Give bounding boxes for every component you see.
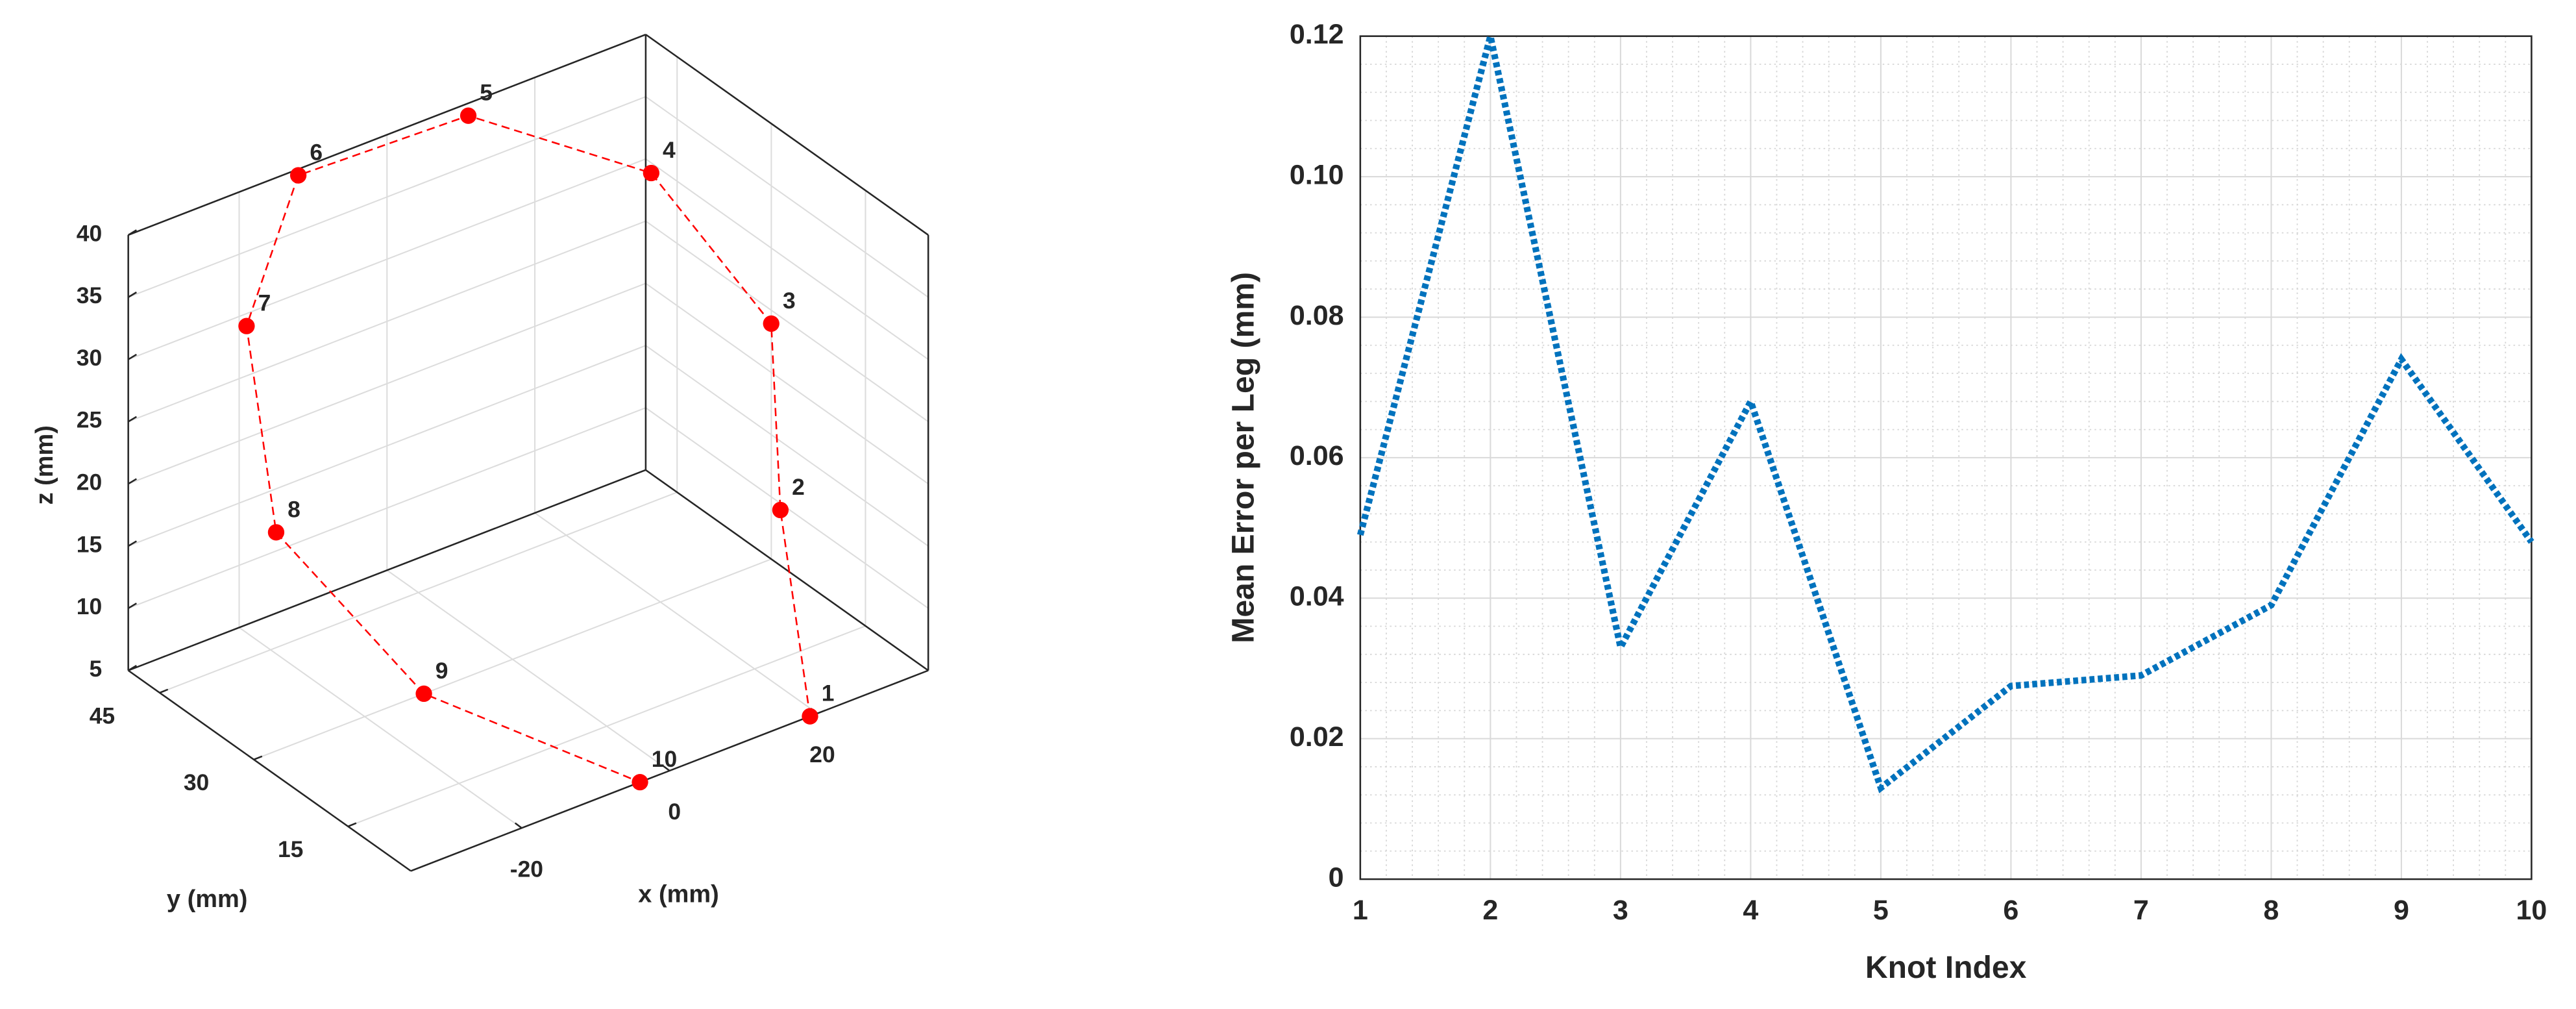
point-label: 5 <box>480 80 493 106</box>
x-tick-label: -20 <box>510 856 543 882</box>
y-tick-label: 0.08 <box>1290 300 1344 331</box>
data-point <box>238 318 255 334</box>
z-tick-label: 35 <box>77 282 102 308</box>
axis-box-edge <box>127 669 411 872</box>
x-axis-label: x (mm) <box>638 880 718 908</box>
x-tick-label: 2 <box>1482 895 1498 926</box>
y-axis-label: y (mm) <box>167 886 247 913</box>
grid-line <box>128 96 646 298</box>
z-axis-label: z (mm) <box>31 425 58 504</box>
data-point <box>632 774 648 791</box>
y-tick-label: 0.12 <box>1290 19 1344 50</box>
x-tick-label: 7 <box>2133 895 2149 926</box>
y-tick-label: 45 <box>90 703 115 729</box>
data-point <box>772 501 789 519</box>
point-label: 4 <box>663 137 676 163</box>
grid-line <box>128 220 646 423</box>
point-label: 10 <box>652 746 677 772</box>
x-tick-label: 20 <box>809 741 835 767</box>
data-point <box>763 315 779 332</box>
tick-mark <box>128 540 137 547</box>
point-label: 3 <box>783 288 796 314</box>
z-tick-label: 20 <box>77 469 102 495</box>
x-tick-label: 4 <box>1743 895 1758 926</box>
grid-line <box>645 345 929 547</box>
z-tick-label: 25 <box>77 407 102 433</box>
grid-line <box>128 158 646 360</box>
tick-mark <box>128 603 137 609</box>
grid-line <box>386 569 670 771</box>
tick-mark <box>128 292 137 298</box>
data-point <box>643 164 659 182</box>
grid-line <box>128 282 646 485</box>
data-point <box>460 107 477 124</box>
grid-line <box>347 625 866 827</box>
y-axis-label: Mean Error per Leg (mm) <box>1225 272 1260 643</box>
x-tick-label: 1 <box>1353 895 1368 926</box>
tick-mark <box>514 822 522 829</box>
y-tick-label: 15 <box>278 836 303 862</box>
grid-line <box>645 282 929 485</box>
data-line <box>245 114 811 783</box>
grid-line <box>645 220 929 423</box>
grid-line <box>128 345 646 547</box>
point-label: 1 <box>822 680 835 706</box>
y-tick-label: 0.02 <box>1290 721 1344 753</box>
z-tick-label: 40 <box>77 220 102 246</box>
data-point <box>415 685 432 703</box>
x-tick-label: 9 <box>2394 895 2409 926</box>
tick-mark <box>128 478 137 485</box>
tick-mark <box>347 822 357 827</box>
grid-line <box>238 627 522 829</box>
grid-line <box>645 158 929 360</box>
grid-line <box>645 96 929 298</box>
x-tick-label: 3 <box>1613 895 1628 926</box>
y-tick-label: 0.10 <box>1290 159 1344 190</box>
axis-box-edge <box>128 469 646 671</box>
grid-line <box>159 492 678 693</box>
tick-mark <box>662 765 670 772</box>
data-point <box>289 167 307 184</box>
axes-box <box>1359 35 2533 880</box>
point-label: 6 <box>310 140 323 166</box>
point-label: 7 <box>258 290 271 316</box>
axis-box-edge <box>645 469 929 671</box>
point-label: 8 <box>288 496 301 522</box>
tick-mark <box>128 664 137 671</box>
tick-mark <box>128 229 137 236</box>
x-axis-label: Knot Index <box>1865 950 2027 985</box>
x-tick-label: 8 <box>2263 895 2279 926</box>
y-tick-label: 0.04 <box>1290 581 1344 612</box>
x-tick-label: 10 <box>2516 895 2547 926</box>
y-tick-label: 0 <box>1329 862 1344 893</box>
grid-line <box>128 407 646 609</box>
tick-mark <box>128 416 137 423</box>
tick-mark <box>128 353 137 360</box>
z-tick-label: 15 <box>77 531 102 557</box>
point-label: 2 <box>792 474 805 500</box>
z-tick-label: 10 <box>77 593 102 619</box>
axis-box-edge <box>645 34 929 236</box>
data-line <box>1356 35 2534 793</box>
grid-line <box>253 558 772 760</box>
axis-box-edge <box>128 33 646 236</box>
z-tick-label: 5 <box>89 656 102 682</box>
data-point <box>267 524 285 541</box>
point-label: 9 <box>435 658 448 684</box>
y-tick-label: 30 <box>184 769 209 795</box>
grid-line <box>534 512 818 714</box>
x-tick-label: 5 <box>1873 895 1889 926</box>
tick-mark <box>253 755 263 761</box>
z-tick-label: 30 <box>77 345 102 371</box>
x-tick-label: 0 <box>668 799 681 825</box>
y-tick-label: 0.06 <box>1290 440 1344 471</box>
x-tick-label: 6 <box>2003 895 2018 926</box>
data-point <box>802 708 818 725</box>
tick-mark <box>159 688 169 694</box>
